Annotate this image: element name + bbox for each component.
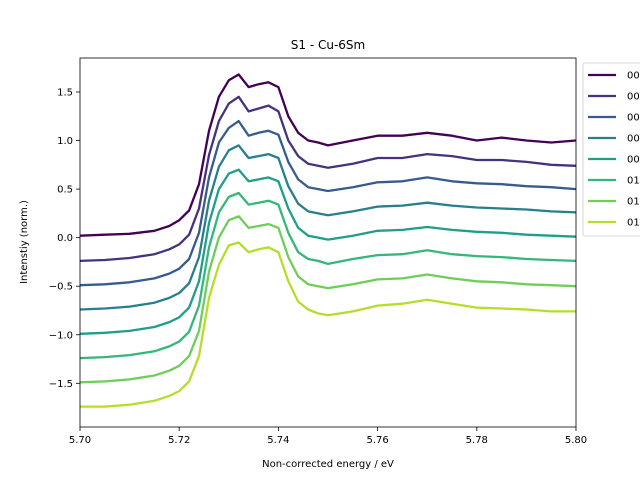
legend-label-5: 01 [627, 176, 640, 187]
y-tick-label: 1.5 [57, 87, 73, 98]
legend-label-3: 00 [627, 134, 640, 145]
series-layer [80, 73, 576, 408]
x-axis-title: Non-corrected energy / eV [262, 459, 394, 470]
y-tick-label: 0.5 [57, 185, 73, 196]
x-tick-label: 5.76 [366, 435, 388, 446]
y-axis: −1.5 −1.0 −0.5 0.0 0.5 1.0 1.5 [49, 87, 80, 390]
legend-label-1: 00 [627, 92, 640, 103]
series-line-6 [80, 215, 576, 384]
x-tick-label: 5.74 [267, 435, 289, 446]
y-tick-label: 1.0 [57, 136, 73, 147]
series-line-5 [80, 191, 576, 360]
plot-frame [79, 57, 577, 428]
legend-label-6: 01 [627, 197, 640, 208]
series-line-1 [80, 95, 576, 263]
legend-label-2: 00 [627, 113, 640, 124]
y-tick-label: 0.0 [57, 233, 73, 244]
series-line-0 [80, 73, 576, 237]
series-line-4 [80, 168, 576, 335]
series-line-2 [80, 119, 576, 287]
legend-label-4: 00 [627, 155, 640, 166]
x-tick-label: 5.70 [69, 435, 91, 446]
legend-label-0: 00 [627, 71, 640, 82]
x-tick-label: 5.80 [565, 435, 587, 446]
legend-label-7: 01 [627, 218, 640, 229]
y-axis-title: Intenstiy (norm.) [19, 200, 30, 284]
y-tick-label: −1.5 [49, 379, 73, 390]
legend-box [582, 62, 640, 237]
y-tick-label: −0.5 [49, 282, 73, 293]
x-axis: 5.70 5.72 5.74 5.76 5.78 5.80 [69, 427, 587, 446]
series-line-3 [80, 144, 576, 311]
x-tick-label: 5.72 [168, 435, 190, 446]
series-line-7 [80, 241, 576, 408]
legend: 00 00 00 00 00 01 01 01 [582, 62, 640, 237]
y-tick-label: −1.0 [49, 330, 73, 341]
chart-title: S1 - Cu-6Sm [291, 38, 365, 52]
x-tick-label: 5.78 [466, 435, 488, 446]
